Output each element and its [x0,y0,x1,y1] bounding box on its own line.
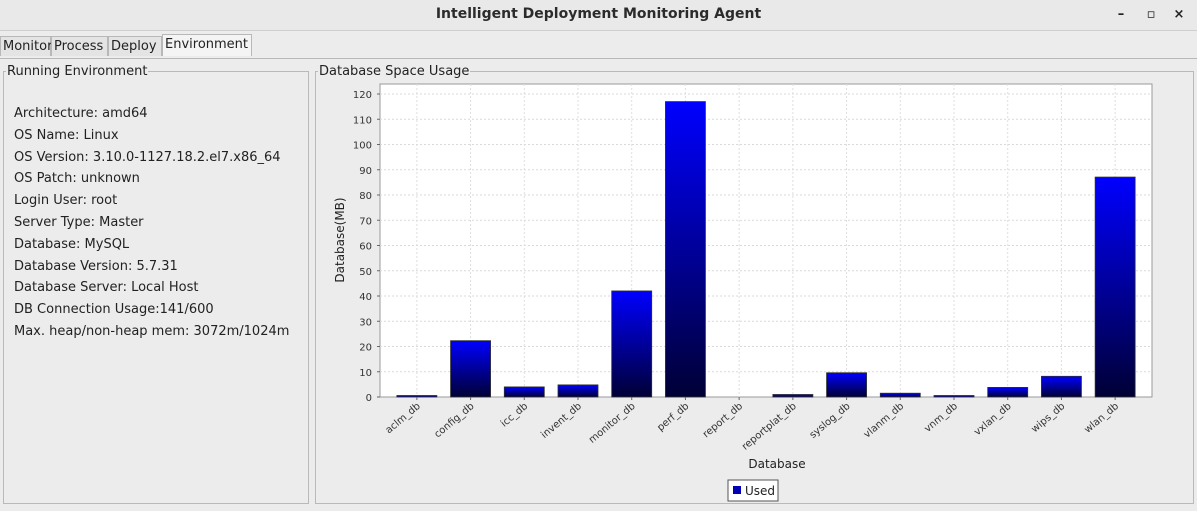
x-tick-label: aclm_db [384,401,423,436]
y-axis-label: Database(MB) [333,197,347,282]
plot-area [379,83,1153,398]
env-database: Database: MySQL [14,236,130,252]
legend-label: Used [745,484,775,498]
x-tick-label: wlan_db [1082,401,1121,436]
env-architecture: Architecture: amd64 [14,106,148,121]
tab-divider [0,58,1197,59]
y-tick-label: 10 [359,368,372,379]
tab-monitor[interactable]: Monitor [0,36,52,56]
database-space-title: Database Space Usage [319,64,470,79]
x-tick-label: monitor_db [587,401,638,446]
x-axis-ticks: aclm_db config_db icc_db invent_db monitor_d… [384,397,1121,453]
tab-process[interactable]: Process [51,36,108,56]
close-icon[interactable]: × [1173,7,1185,22]
y-tick-label: 40 [359,292,372,303]
env-os-version: OS Version: 3.10.0-1127.18.2.el7.x86_64 [14,149,281,165]
bar-aclm_db [396,395,438,398]
legend-swatch [733,486,741,494]
minimize-icon[interactable]: – [1117,7,1125,22]
x-tick-label: perf_db [655,401,691,434]
x-tick-label: invent_db [539,401,584,441]
bar-monitor_db [611,290,653,398]
maximize-icon[interactable]: ▫ [1146,7,1156,22]
x-tick-label: config_db [432,401,476,440]
window-title: Intelligent Deployment Monitoring Agent [435,6,762,22]
environment-list: Architecture: amd64 OS Name: Linux OS Ve… [14,103,289,343]
y-tick-label: 60 [359,242,372,253]
env-database-server: Database Server: Local Host [14,280,199,296]
x-tick-label: reportplat_db [740,401,799,453]
bar-perf_db [665,101,706,398]
x-axis-label: Database [748,457,805,471]
y-tick-label: 0 [366,393,372,404]
tab-environment[interactable]: Environment [162,34,252,56]
y-tick-label: 50 [359,267,372,278]
database-space-panel: Database Space Usage [315,64,1194,504]
x-tick-label: vnm_db [922,401,959,435]
env-database-version: Database Version: 5.7.31 [14,258,178,274]
chart-grid [380,84,1152,397]
bar-series-used [396,101,1136,398]
bar-wips_db [1041,375,1082,398]
legend-box [727,479,779,502]
legend: Used [727,479,779,502]
x-tick-label: wips_db [1029,401,1067,435]
bar-icc_db [503,386,545,398]
env-db-connection-usage: DB Connection Usage:141/600 [14,302,214,318]
running-environment-panel: Running Environment Architecture: amd64 … [3,64,309,504]
status-bar [0,505,1197,511]
env-os-patch: OS Patch: unknown [14,171,140,187]
tab-deploy[interactable]: Deploy [108,36,162,56]
env-server-type: Server Type: Master [14,214,144,230]
title-bar: Intelligent Deployment Monitoring Agent … [0,0,1197,31]
x-tick-label: vxlan_db [972,401,1013,438]
x-tick-label: icc_db [499,401,530,430]
bar-syslog_db [826,372,867,398]
env-login-user: Login User: root [14,193,118,209]
y-tick-label: 30 [359,317,372,328]
env-os-name: OS Name: Linux [14,127,119,143]
bar-vlanm_db [879,392,921,398]
y-tick-label: 90 [359,166,372,177]
env-heap-memory: Max. heap/non-heap mem: 3072m/1024m [14,323,290,339]
bar-vxlan_db [987,387,1029,398]
y-tick-label: 110 [353,115,372,126]
bar-wlan_db [1094,176,1136,398]
x-tick-label: syslog_db [808,401,853,441]
y-axis-ticks: 0 10 20 30 40 50 60 70 80 90 100 110 120 [353,90,380,404]
running-environment-title: Running Environment [7,64,148,79]
y-tick-label: 100 [353,141,372,152]
bar-config_db [450,340,491,398]
x-tick-label: report_db [701,401,745,440]
bar-vnm_db [933,395,975,398]
x-tick-label: vlanm_db [862,401,906,441]
y-tick-label: 80 [359,191,372,202]
y-tick-label: 120 [353,90,372,101]
y-tick-label: 70 [359,216,372,227]
bar-reportplat_db [772,394,814,398]
bar-invent_db [557,384,599,398]
y-tick-label: 20 [359,343,372,354]
